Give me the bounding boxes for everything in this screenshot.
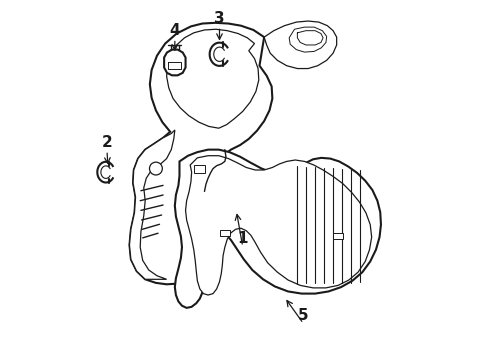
- Polygon shape: [164, 50, 185, 75]
- Bar: [332, 233, 343, 239]
- Polygon shape: [185, 156, 371, 295]
- Text: 5: 5: [298, 308, 308, 323]
- Polygon shape: [175, 150, 380, 308]
- Text: 2: 2: [102, 135, 112, 150]
- Circle shape: [149, 162, 162, 175]
- Bar: [220, 230, 230, 237]
- Polygon shape: [264, 21, 336, 68]
- Polygon shape: [166, 29, 258, 128]
- Text: 3: 3: [214, 11, 224, 26]
- Polygon shape: [288, 27, 326, 52]
- Text: 4: 4: [169, 23, 180, 38]
- Polygon shape: [129, 23, 272, 284]
- Polygon shape: [129, 130, 175, 279]
- Bar: [193, 165, 205, 173]
- Text: 1: 1: [237, 231, 247, 247]
